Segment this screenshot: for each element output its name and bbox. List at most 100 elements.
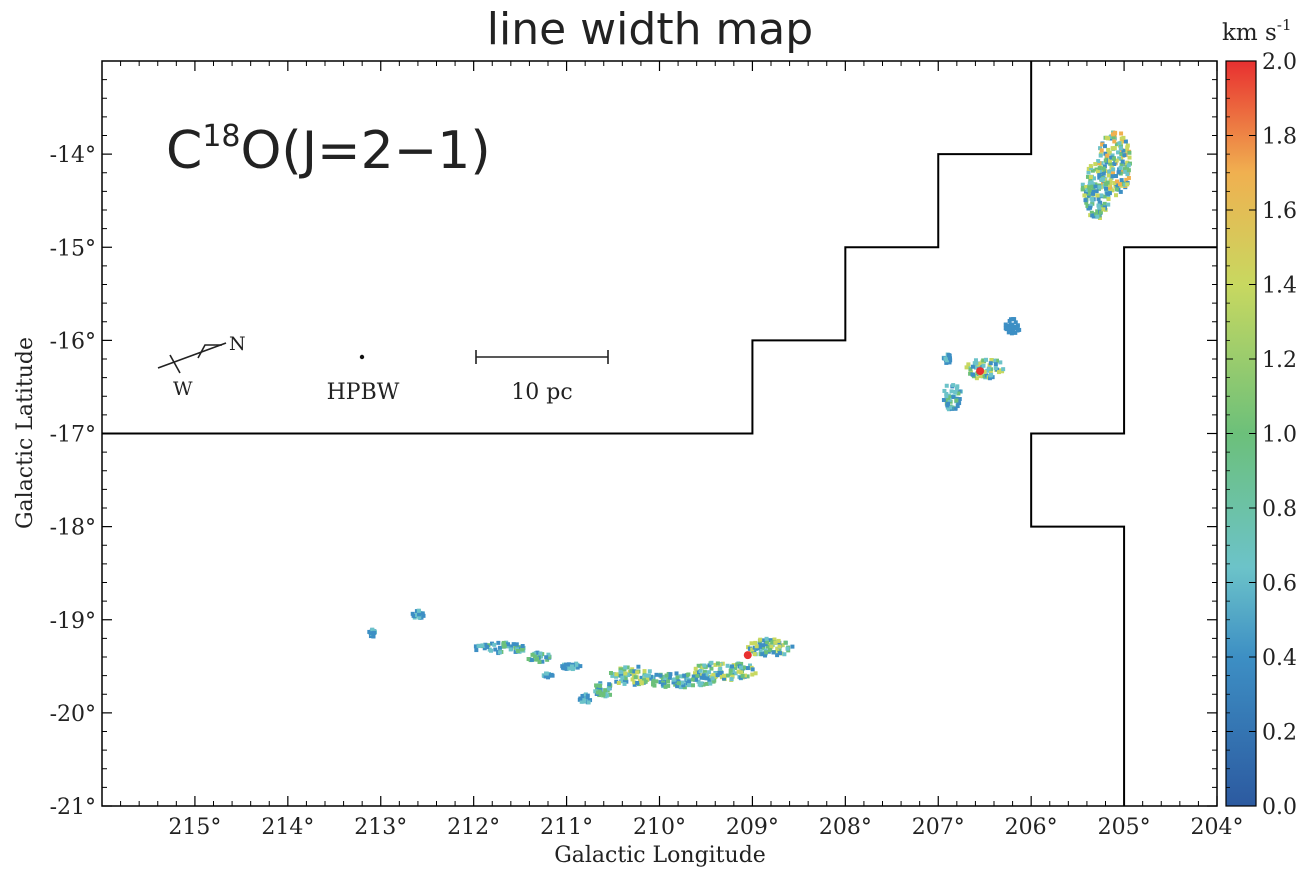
emission-pixel	[1091, 182, 1096, 187]
emission-pixel	[682, 685, 687, 690]
colorbar-tick-label: 1.8	[1262, 125, 1297, 150]
emission-pixel	[985, 368, 990, 373]
emission-pixel	[1125, 143, 1130, 148]
emission-pixel	[1017, 327, 1022, 332]
emission-pixel	[1116, 150, 1121, 155]
colorbar-unit: km s-1	[1222, 16, 1292, 46]
emission-pixel	[984, 373, 989, 378]
emission-pixel	[1109, 155, 1114, 160]
emission-pixel	[968, 371, 973, 376]
emission-pixel	[1127, 150, 1132, 155]
emission-pixel	[707, 678, 712, 683]
emission-pixel	[564, 662, 569, 667]
emission-pixel	[647, 673, 652, 678]
emission-pixel	[1108, 161, 1113, 166]
emission-pixel	[1004, 327, 1009, 332]
emission-pixel	[1114, 142, 1119, 147]
emission-pixel	[623, 671, 628, 676]
emission-pixel	[1122, 167, 1127, 172]
emission-pixel	[582, 698, 587, 703]
emission-pixel	[1097, 175, 1102, 180]
emission-pixel	[1007, 328, 1012, 333]
emission-pixel	[1000, 369, 1005, 374]
y-tick-label: -14°	[50, 143, 96, 168]
colorbar-tick-label: 1.2	[1262, 348, 1297, 373]
emission-pixel	[678, 674, 683, 679]
coverage-boundary-right	[1030, 246, 1217, 806]
emission-pixel	[1112, 146, 1117, 151]
emission-pixel	[1117, 141, 1122, 146]
emission-pixel	[776, 638, 781, 643]
emission-pixel	[1100, 142, 1105, 147]
emission-pixel	[1125, 160, 1130, 165]
emission-pixel	[994, 358, 999, 363]
emission-pixel	[761, 643, 766, 648]
emission-pixel	[1099, 161, 1104, 166]
emission-pixel	[1106, 173, 1111, 178]
colorbar-tick-label: 0.6	[1262, 572, 1297, 597]
emission-pixel	[636, 664, 641, 669]
emission-pixel	[647, 669, 652, 674]
emission-pixel	[532, 657, 537, 662]
emission-pixel	[513, 649, 518, 654]
x-tick-label: 204°	[1191, 815, 1244, 840]
emission-pixel	[1001, 367, 1006, 372]
emission-pixel	[671, 677, 676, 682]
emission-pixel	[1096, 159, 1101, 164]
emission-pixel	[946, 353, 951, 358]
emission-pixel	[611, 672, 616, 677]
emission-pixel	[989, 367, 994, 372]
colorbar-tick-label: 0.2	[1262, 721, 1297, 746]
emission-pixel	[753, 671, 758, 676]
emission-pixel	[372, 630, 377, 635]
emission-pixel	[1097, 173, 1102, 178]
emission-pixel	[1088, 164, 1093, 169]
emission-pixel	[543, 674, 548, 679]
emission-pixel	[698, 668, 703, 673]
emission-pixel	[546, 654, 551, 659]
emission-pixel	[1107, 158, 1112, 163]
emission-pixel	[974, 361, 979, 366]
emission-pixel	[493, 647, 498, 652]
emission-pixel	[535, 650, 540, 655]
x-axis-label: Galactic Longitude	[554, 843, 766, 868]
emission-pixel	[1112, 139, 1117, 144]
emission-pixel	[770, 640, 775, 645]
emission-pixel	[755, 646, 760, 651]
emission-pixel	[1093, 184, 1098, 189]
y-tick-label: -20°	[50, 702, 96, 727]
emission-pixel	[1088, 213, 1093, 218]
emission-pixel	[752, 652, 757, 657]
emission-pixel	[758, 637, 763, 642]
compass: N W	[157, 333, 246, 400]
emission-pixel	[1112, 162, 1117, 167]
emission-pixel	[687, 683, 692, 688]
emission-pixel	[619, 679, 624, 684]
emission-pixel	[1101, 171, 1106, 176]
x-tick-label: 213°	[354, 815, 407, 840]
emission-pixel	[736, 669, 741, 674]
emission-pixel	[763, 650, 768, 655]
emission-pixel	[690, 683, 695, 688]
emission-pixel	[619, 667, 624, 672]
emission-pixel	[1111, 135, 1116, 140]
colorbar-tick-label: 1.4	[1262, 274, 1297, 299]
emission-pixel	[750, 672, 755, 677]
emission-pixel	[710, 676, 715, 681]
molecule-superscript: 18	[202, 119, 240, 154]
emission-pixel	[570, 667, 575, 672]
emission-pixel	[506, 642, 511, 647]
y-tick-label: -21°	[50, 795, 96, 820]
emission-pixel	[747, 646, 752, 651]
emission-pixel	[707, 663, 712, 668]
emission-pixel	[1096, 203, 1101, 208]
emission-pixel	[721, 676, 726, 681]
emission-pixel	[1084, 200, 1089, 205]
emission-pixel	[605, 693, 610, 698]
emission-pixel	[775, 646, 780, 651]
emission-pixel	[564, 666, 569, 671]
emission-pixel	[1114, 174, 1119, 179]
emission-pixel	[1095, 214, 1100, 219]
emission-pixel	[1101, 166, 1106, 171]
emission-pixel	[978, 374, 983, 379]
